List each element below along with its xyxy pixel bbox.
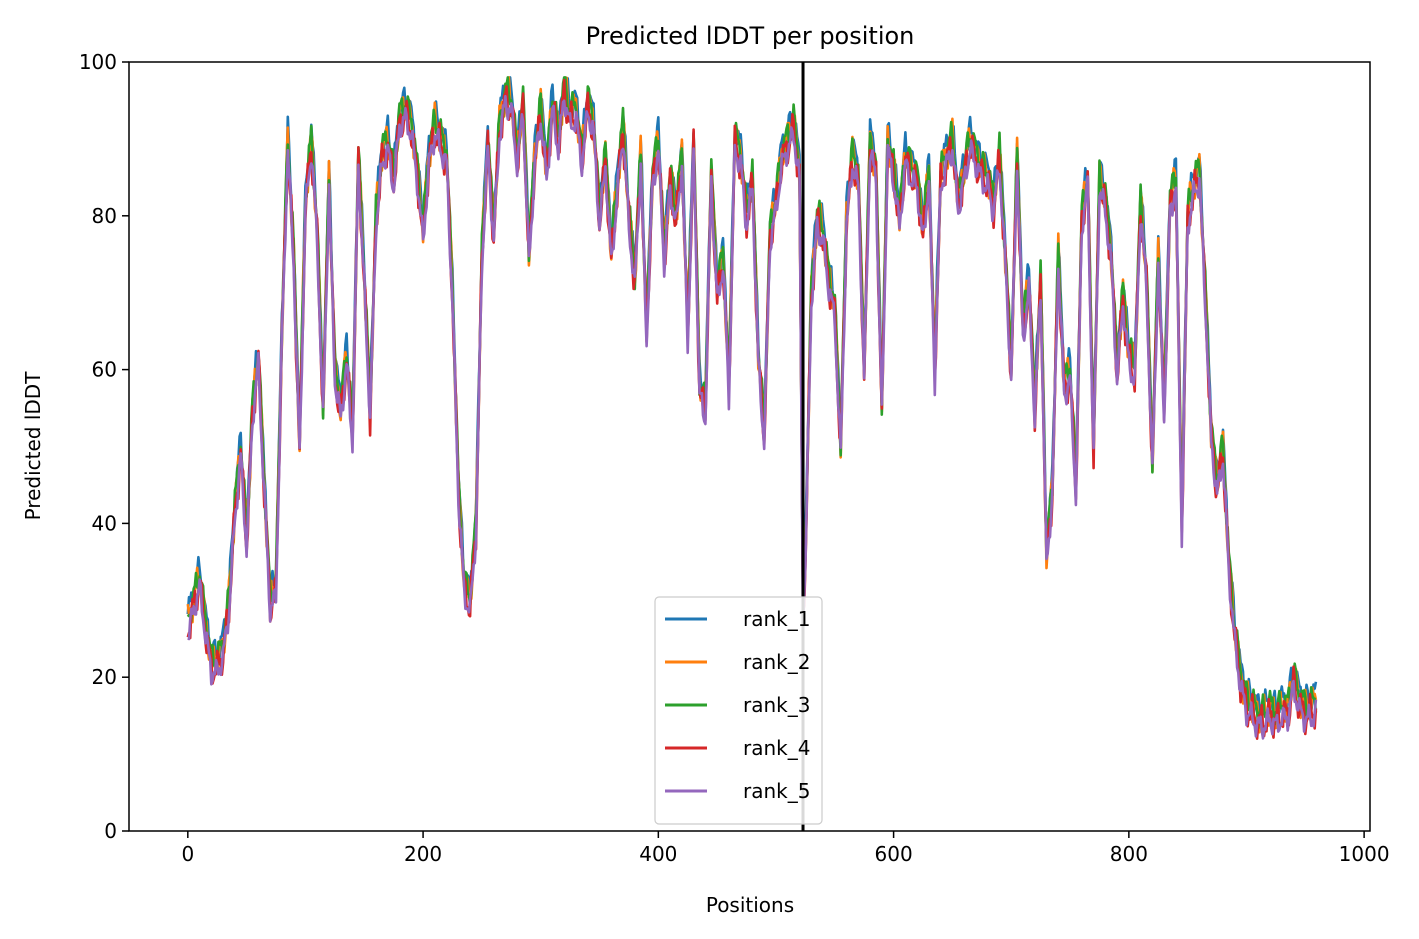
x-tick-label: 600: [875, 842, 913, 866]
legend-entry-rank_1: rank_1: [743, 607, 810, 631]
chart-title: Predicted lDDT per position: [586, 22, 915, 50]
legend-box: [654, 596, 823, 825]
y-tick-label: 100: [79, 50, 117, 74]
plot-frame: [128, 61, 1371, 832]
y-tick-label: 20: [92, 665, 117, 689]
series-layer: [186, 76, 1318, 740]
legend-entry-rank_4: rank_4: [743, 736, 810, 760]
series-line-rank_5: [187, 94, 1318, 740]
x-tick-label: 200: [404, 842, 442, 866]
y-tick-label: 40: [92, 511, 117, 535]
x-axis: 0 200 400 600 800 1000: [181, 831, 1390, 866]
legend: rank_1 rank_2 rank_3 rank_4 rank_5: [654, 596, 823, 825]
y-axis-label: Predicted lDDT: [21, 371, 45, 521]
x-axis-label: Positions: [706, 893, 794, 917]
x-tick-label: 400: [639, 842, 677, 866]
y-tick-label: 60: [92, 358, 117, 382]
x-tick-label: 0: [181, 842, 194, 866]
legend-entry-rank_2: rank_2: [743, 650, 810, 674]
y-axis: 0 20 40 60 80 100: [79, 50, 129, 843]
y-tick-label: 80: [92, 204, 117, 228]
y-tick-label: 0: [104, 819, 117, 843]
legend-entry-rank_5: rank_5: [743, 779, 810, 803]
legend-entry-rank_3: rank_3: [743, 693, 810, 717]
x-tick-label: 1000: [1339, 842, 1390, 866]
x-tick-label: 800: [1110, 842, 1148, 866]
